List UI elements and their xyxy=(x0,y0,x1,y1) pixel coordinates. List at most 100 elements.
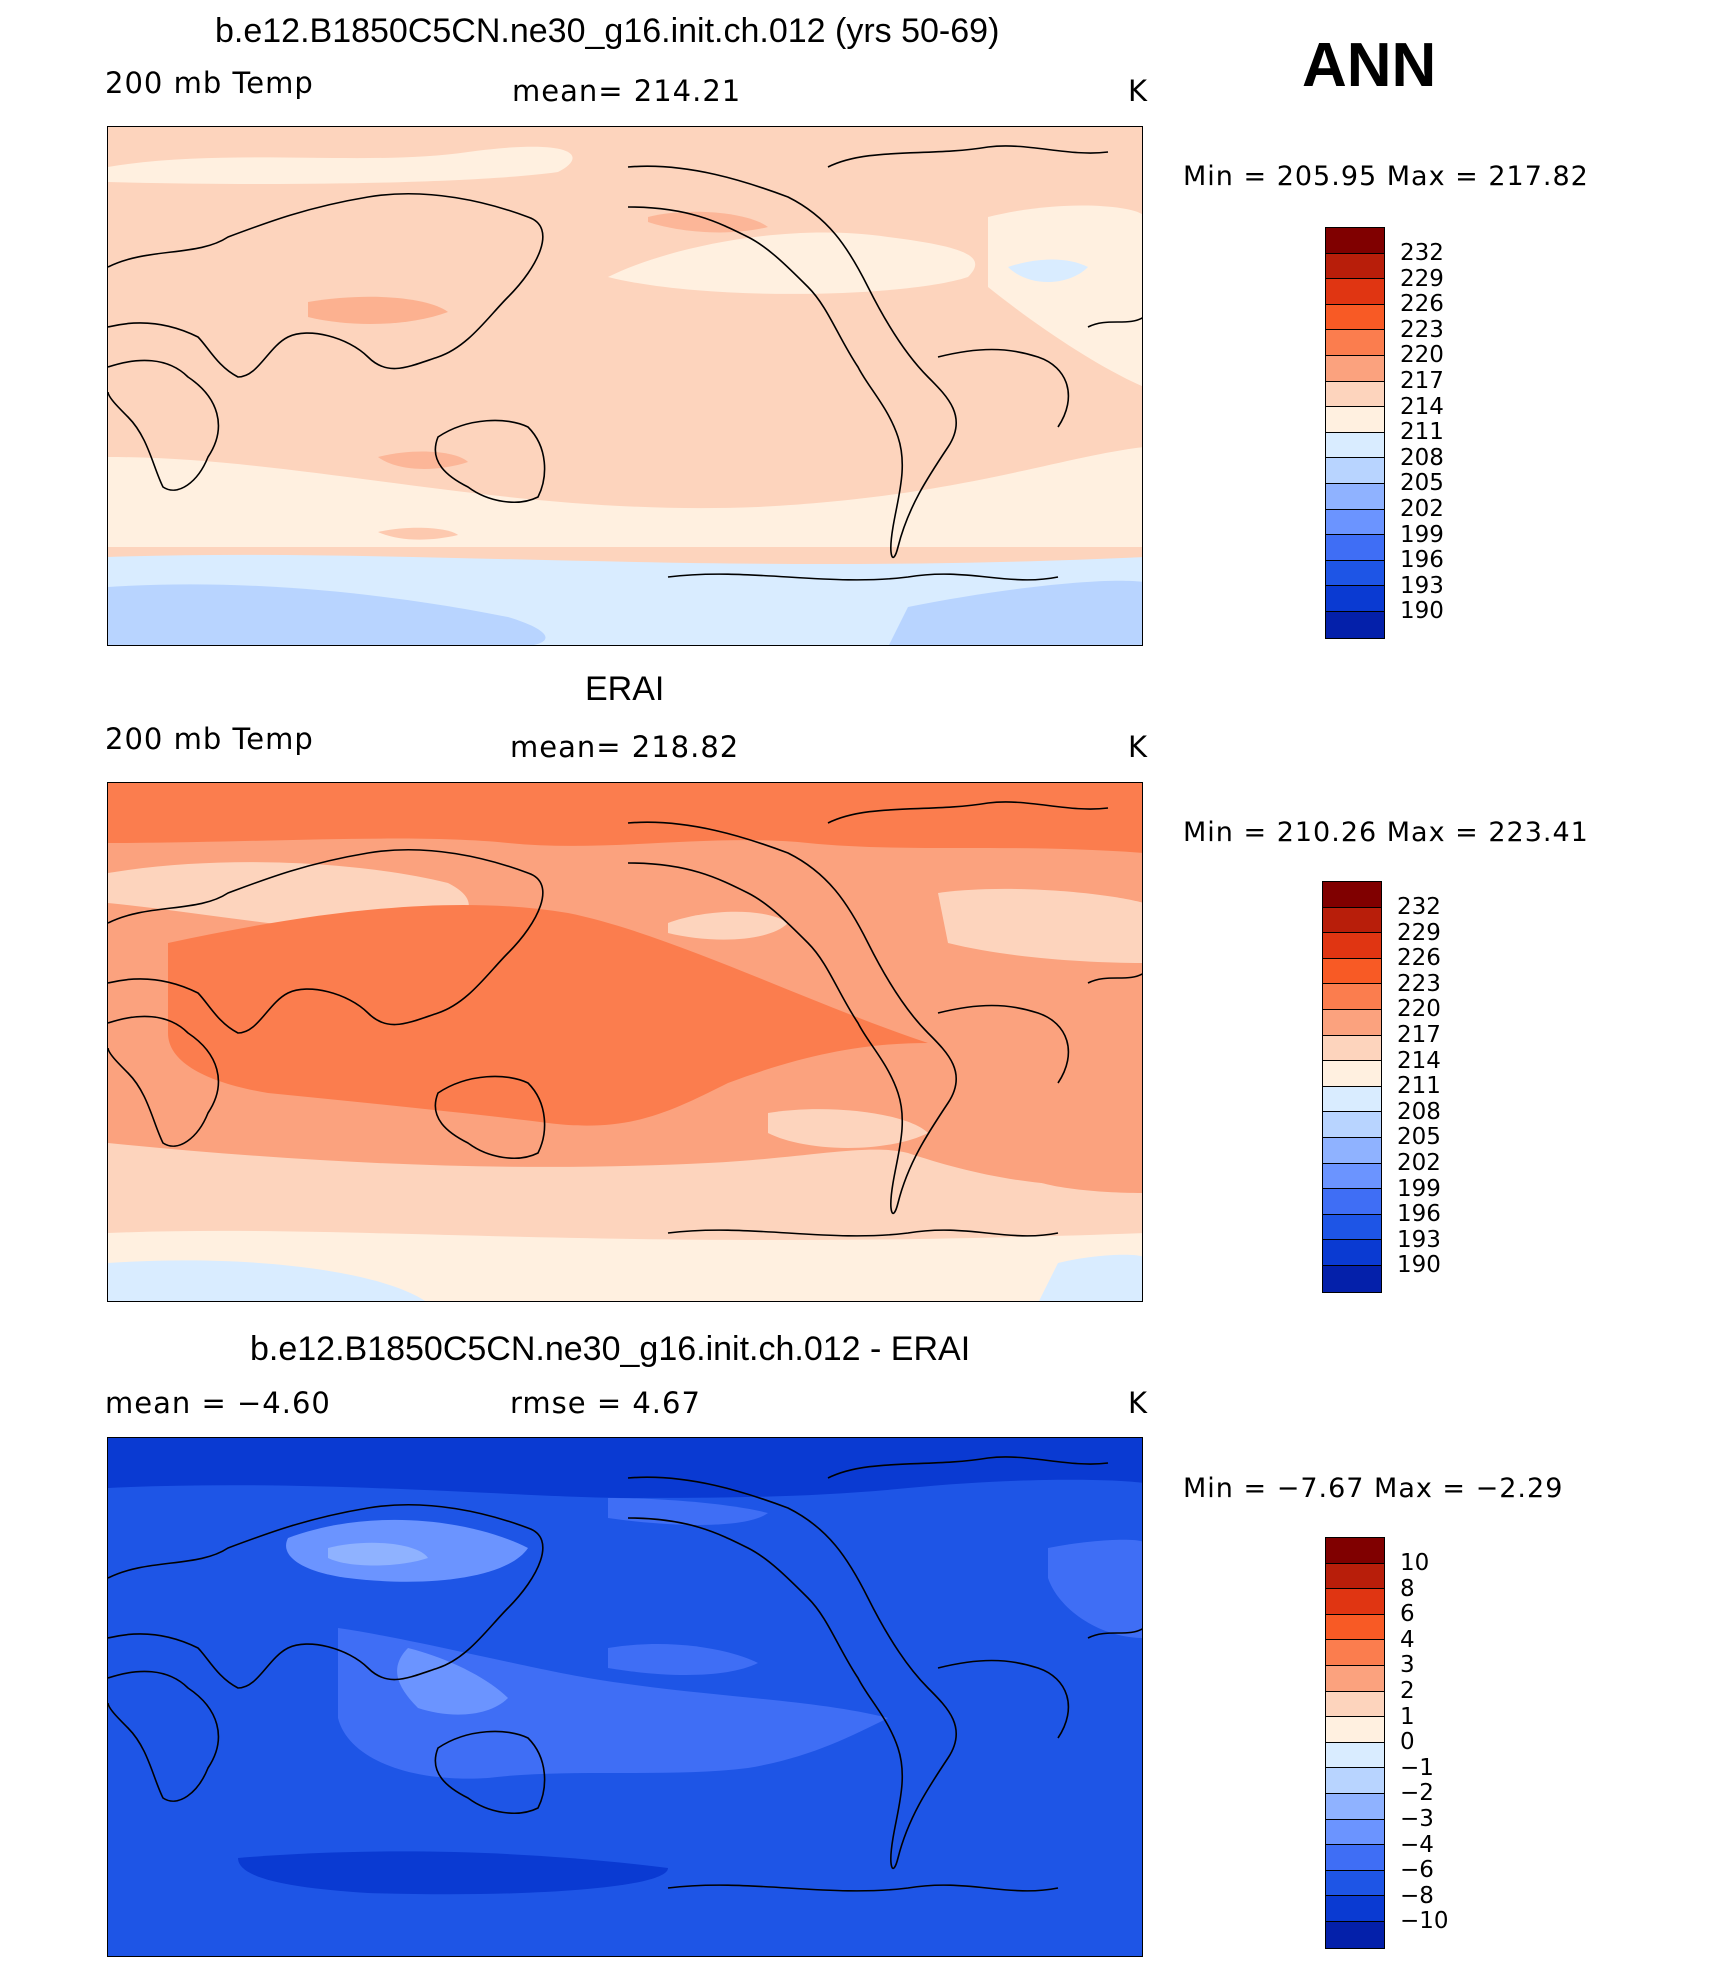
colorbar-label: 226 xyxy=(1397,945,1441,972)
colorbar-label: 214 xyxy=(1400,393,1444,420)
colorbar-label: 232 xyxy=(1400,240,1444,266)
contour-band xyxy=(1048,1539,1142,1638)
contour-band xyxy=(648,211,768,233)
coastlines xyxy=(108,801,1142,1237)
colorbar-label: 208 xyxy=(1397,1098,1441,1125)
colorbar-label: 6 xyxy=(1400,1601,1415,1628)
contour-band xyxy=(338,1628,888,1779)
colorbar-swatch xyxy=(1323,1240,1381,1266)
coastlines xyxy=(108,145,1142,581)
colorbar-swatch xyxy=(1326,509,1384,536)
colorbar-label: 214 xyxy=(1397,1047,1441,1074)
panel-1-minmax: Min = 205.95 Max = 217.82 xyxy=(1183,161,1589,192)
colorbar-label: 217 xyxy=(1397,1022,1441,1048)
colorbar-swatch xyxy=(1326,432,1384,459)
colorbar-label: 190 xyxy=(1400,598,1444,625)
colorbar-swatch xyxy=(1323,1137,1381,1164)
contour-band xyxy=(768,1109,928,1148)
panel-1-variable: 200 mb Temp xyxy=(105,66,314,100)
contour-band xyxy=(168,904,928,1126)
colorbar-swatch xyxy=(1323,984,1381,1010)
colorbar-swatch xyxy=(1323,882,1381,908)
contour-band xyxy=(308,296,448,324)
panel-1-title: b.e12.B1850C5CN.ne30_g16.init.ch.012 (yr… xyxy=(215,12,1000,50)
colorbar-label: 205 xyxy=(1397,1124,1441,1151)
colorbar-label: 193 xyxy=(1400,572,1444,599)
season-label: ANN xyxy=(1302,31,1437,100)
colorbar-label: 190 xyxy=(1397,1252,1441,1279)
colorbar-swatch xyxy=(1323,1035,1381,1062)
colorbar-label: 229 xyxy=(1400,265,1444,292)
contour-band xyxy=(1028,1164,1142,1193)
panel-2-units: K xyxy=(1128,730,1149,764)
colorbar-swatch xyxy=(1326,458,1384,484)
panel-2-colorbar xyxy=(1322,881,1382,1293)
colorbar-swatch xyxy=(1323,1265,1381,1292)
colorbar-label: −4 xyxy=(1400,1831,1434,1858)
coastlines xyxy=(108,1456,1142,1892)
colorbar-swatch xyxy=(1326,1589,1384,1615)
panel-3-map xyxy=(107,1437,1143,1957)
colorbar-swatch xyxy=(1326,304,1384,331)
colorbar-label: 220 xyxy=(1400,342,1444,369)
colorbar-swatch xyxy=(1323,1214,1381,1241)
contour-band xyxy=(108,146,573,184)
colorbar-swatch xyxy=(1326,586,1384,612)
colorbar-swatch xyxy=(1326,1845,1384,1871)
colorbar-swatch xyxy=(1326,1640,1384,1666)
contour-band xyxy=(938,888,1142,963)
colorbar-label: −10 xyxy=(1400,1908,1449,1935)
colorbar-swatch xyxy=(1326,381,1384,408)
contour-band xyxy=(397,1648,508,1715)
contour-band xyxy=(889,580,1142,645)
colorbar-swatch xyxy=(1326,535,1384,561)
colorbar-label: 196 xyxy=(1397,1201,1441,1228)
colorbar-swatch xyxy=(1323,1112,1381,1138)
colorbar-swatch xyxy=(1326,1614,1384,1641)
contour-band xyxy=(988,205,1142,387)
colorbar-swatch xyxy=(1323,1009,1381,1036)
colorbar-label: 232 xyxy=(1397,894,1441,920)
colorbar-label: 229 xyxy=(1397,919,1441,946)
colorbar-swatch xyxy=(1323,1086,1381,1113)
contour-band xyxy=(108,447,1142,547)
panel-3-minmax: Min = −7.67 Max = −2.29 xyxy=(1183,1473,1564,1504)
colorbar-label: 205 xyxy=(1400,470,1444,497)
colorbar-swatch xyxy=(1323,1061,1381,1087)
colorbar-swatch xyxy=(1326,560,1384,587)
colorbar-label: 211 xyxy=(1397,1073,1441,1100)
colorbar-label: 193 xyxy=(1397,1226,1441,1253)
colorbar-label: −6 xyxy=(1400,1857,1434,1884)
contour-band xyxy=(328,1542,428,1566)
colorbar-swatch xyxy=(1326,1921,1384,1948)
panel-2-mean: mean= 218.82 xyxy=(510,730,740,764)
colorbar-swatch xyxy=(1323,907,1381,934)
colorbar-label: −1 xyxy=(1400,1754,1434,1781)
colorbar-swatch xyxy=(1326,1768,1384,1794)
colorbar-label: 220 xyxy=(1397,996,1441,1023)
colorbar-swatch xyxy=(1326,228,1384,254)
colorbar-label: 202 xyxy=(1397,1150,1441,1176)
colorbar-swatch xyxy=(1323,933,1381,959)
colorbar-label: 208 xyxy=(1400,444,1444,471)
colorbar-swatch xyxy=(1326,355,1384,382)
colorbar-swatch xyxy=(1326,1717,1384,1743)
contour-band xyxy=(668,911,788,940)
colorbar-swatch xyxy=(1326,1742,1384,1769)
colorbar-label: 3 xyxy=(1400,1652,1415,1679)
colorbar-label: 226 xyxy=(1400,291,1444,318)
colorbar-swatch xyxy=(1326,1819,1384,1846)
colorbar-swatch xyxy=(1323,1189,1381,1215)
contour-band xyxy=(378,451,468,469)
colorbar-label: −8 xyxy=(1400,1882,1434,1909)
contour-band xyxy=(608,1643,758,1675)
colorbar-label: 196 xyxy=(1400,547,1444,574)
colorbar-swatch xyxy=(1326,1538,1384,1564)
colorbar-swatch xyxy=(1326,1870,1384,1897)
contour-band xyxy=(108,1260,425,1301)
panel-2-minmax: Min = 210.26 Max = 223.41 xyxy=(1183,817,1589,848)
contour-band xyxy=(608,1498,768,1525)
contour-band xyxy=(108,584,546,645)
colorbar-swatch xyxy=(1326,483,1384,510)
colorbar-label: 223 xyxy=(1400,316,1444,343)
